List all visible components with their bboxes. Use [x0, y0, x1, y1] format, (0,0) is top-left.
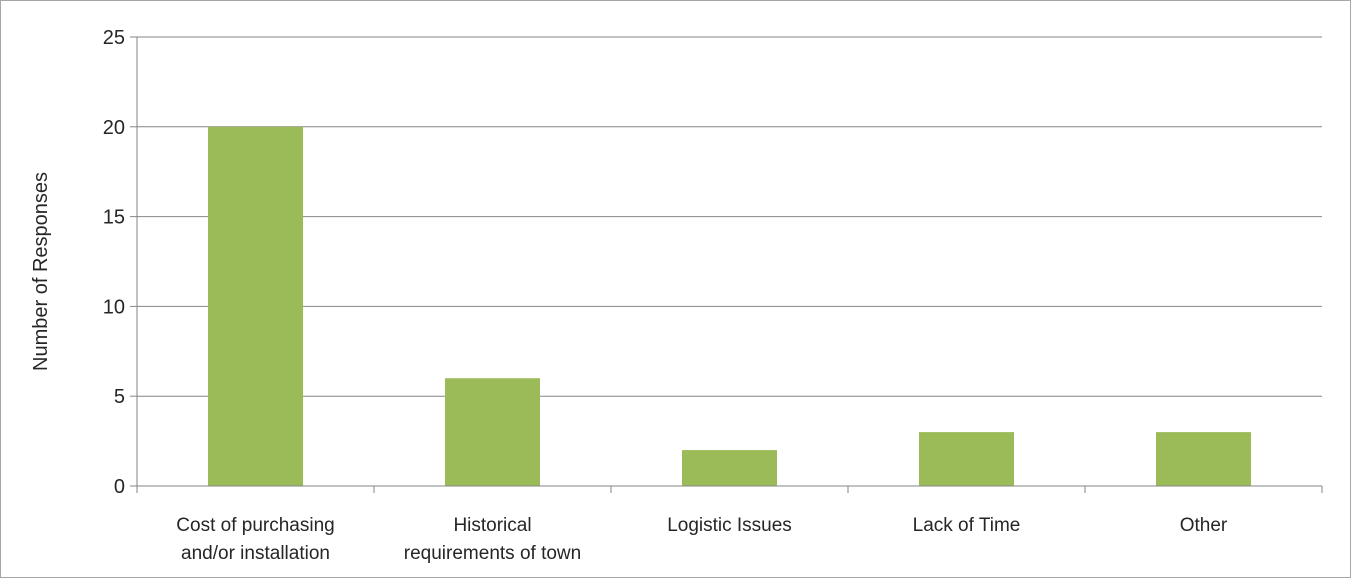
y-tick-label: 15	[103, 207, 125, 229]
y-tick-label: 5	[114, 386, 125, 408]
gridlines	[137, 36, 1322, 397]
y-tick-label: 25	[103, 27, 125, 49]
x-category-label: Lack of Time	[913, 515, 1021, 536]
x-category-label-line: requirements of town	[404, 543, 581, 564]
y-tick-label: 10	[103, 296, 125, 318]
bar	[919, 432, 1014, 486]
x-category-label: Other	[1180, 515, 1228, 536]
bar	[682, 450, 777, 486]
x-category-label-line: Cost of purchasing	[176, 515, 334, 536]
bar	[1156, 432, 1251, 486]
bar	[208, 126, 303, 487]
bars	[208, 126, 1251, 487]
labels: 0 5 10 15 20 25 Cost of purchasing and/or insta…	[103, 27, 1228, 564]
x-category-label: Logistic Issues	[667, 515, 792, 536]
x-category-label-line: Other	[1180, 515, 1228, 536]
y-axis-title: Number of Responses	[30, 172, 52, 371]
x-category-label: Cost of purchasing and/or installation	[176, 515, 334, 564]
axes	[130, 36, 1323, 493]
x-category-label: Historical requirements of town	[404, 515, 581, 564]
y-tick-label: 0	[114, 476, 125, 498]
x-category-label-line: Lack of Time	[913, 515, 1021, 536]
x-category-label-line: Logistic Issues	[667, 515, 792, 536]
bar	[445, 378, 540, 486]
x-category-label-line: and/or installation	[181, 543, 330, 564]
x-category-label-line: Historical	[453, 515, 531, 536]
y-tick-label: 20	[103, 117, 125, 139]
